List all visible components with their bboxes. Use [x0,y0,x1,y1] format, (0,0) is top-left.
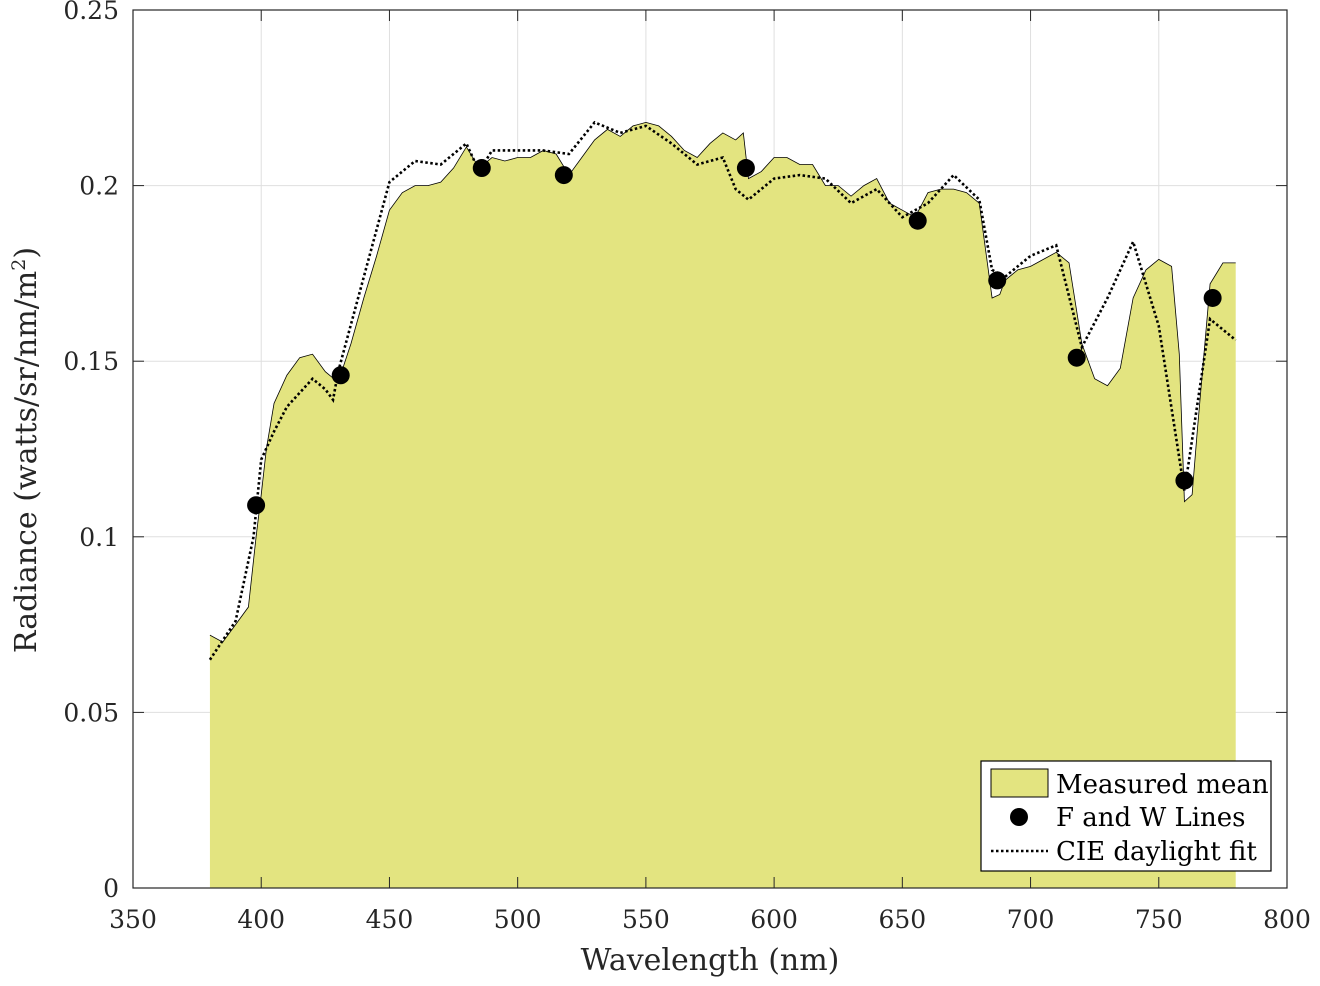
x-tick-label: 450 [366,905,414,934]
f-and-w-line-marker [331,366,350,385]
y-axis-title-main: Radiance (watts/sr/nm/m [9,271,44,653]
measured-mean-area [209,122,1236,888]
x-tick-label: 700 [1007,905,1055,934]
x-tick-label: 600 [750,905,798,934]
f-and-w-line-marker [554,166,573,185]
y-tick-label: 0.2 [79,172,119,201]
y-axis-title-close: ) [9,247,44,259]
y-tick-label: 0.1 [79,523,119,552]
y-tick-label: 0.05 [63,698,119,727]
x-tick-label: 400 [237,905,285,934]
f-and-w-line-marker [908,211,927,230]
x-tick-label: 800 [1263,905,1311,934]
y-tick-label: 0.25 [63,0,119,25]
f-and-w-line-marker [472,159,491,178]
axes-frame [132,9,1288,889]
y-axis-title-superscript: 2 [8,259,30,271]
x-tick-label: 500 [494,905,542,934]
f-and-w-line-marker [736,159,755,178]
x-tick-label: 350 [109,905,157,934]
f-and-w-line-marker [1203,288,1222,307]
measured-mean-edge [209,121,1236,643]
f-and-w-line-marker [1175,471,1194,490]
legend-swatch-measured-mean [990,768,1049,798]
f-and-w-line-marker [988,271,1007,290]
legend-label-measured-mean: Measured mean [1056,770,1269,800]
y-axis-title: Radiance (watts/sr/nm/m2) [8,247,44,653]
x-tick-label: 650 [878,905,926,934]
f-and-w-line-marker [247,496,266,515]
x-tick-label: 750 [1135,905,1183,934]
x-tick-label: 550 [622,905,670,934]
legend-marker-f-and-w-lines [1010,808,1028,826]
f-and-w-line-marker [1067,348,1086,367]
y-tick-label: 0.15 [63,347,119,376]
x-axis-title: Wavelength (nm) [581,943,840,978]
legend-label-f-and-w-lines: F and W Lines [1056,803,1246,833]
legend: Measured mean F and W Lines CIE daylight… [980,760,1272,872]
y-tick-label: 0 [103,874,119,903]
legend-label-cie-daylight-fit: CIE daylight fit [1056,837,1257,867]
